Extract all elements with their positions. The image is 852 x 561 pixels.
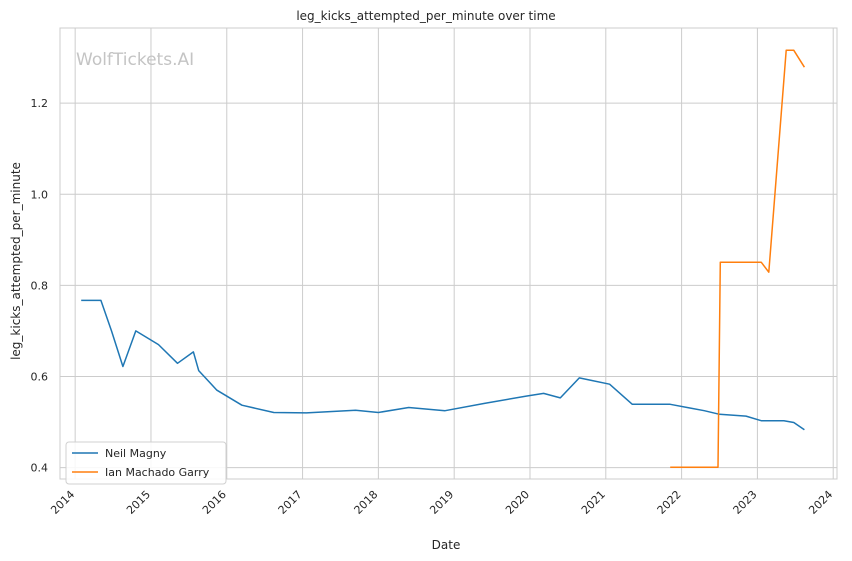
y-tick-label: 1.0 bbox=[31, 188, 49, 201]
legend-box bbox=[65, 441, 227, 485]
legend-label-0: Neil Magny bbox=[105, 447, 167, 460]
series-line-1 bbox=[670, 49, 806, 468]
series-lines bbox=[81, 49, 806, 468]
chart-title: leg_kicks_attempted_per_minute over time bbox=[296, 9, 555, 23]
y-tick-labels: 0.4 0.6 0.8 1.0 1.2 bbox=[31, 97, 49, 474]
plot-frame bbox=[59, 27, 838, 480]
y-tick-label: 0.8 bbox=[31, 279, 49, 292]
series-line-0 bbox=[81, 299, 805, 431]
x-axis-label: Date bbox=[432, 538, 461, 552]
x-tick-labels: 2014 2015 2016 2017 2018 2019 2020 2021 2022 2023… bbox=[48, 488, 835, 517]
legend-label-1: Ian Machado Garry bbox=[105, 466, 210, 479]
watermark: WolfTickets.AI bbox=[76, 50, 194, 70]
y-tick-label: 0.6 bbox=[31, 371, 49, 384]
y-tick-label: 1.2 bbox=[31, 97, 49, 110]
gridlines bbox=[60, 28, 837, 479]
legend: Neil Magny Ian Machado Garry bbox=[65, 441, 227, 485]
y-axis-label: leg_kicks_attempted_per_minute bbox=[9, 162, 23, 360]
y-tick-label: 0.4 bbox=[31, 462, 49, 475]
